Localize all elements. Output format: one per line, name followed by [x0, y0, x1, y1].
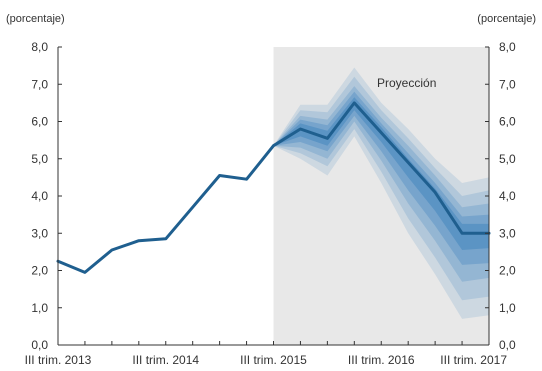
projection-label: Proyección	[377, 76, 436, 90]
y-tick-label-left: 8,0	[31, 40, 48, 54]
y-tick-label-left: 0,0	[31, 338, 48, 352]
fan-band-4	[273, 91, 489, 265]
projection-region	[273, 47, 489, 345]
x-tick-label: III trim. 2015	[240, 353, 307, 367]
axis-ticks	[57, 46, 490, 346]
y-tick-label-left: 5,0	[31, 152, 48, 166]
y-tick-label-left: 2,0	[31, 264, 48, 278]
y-tick-label-left: 7,0	[31, 77, 48, 91]
y-tick-label-right: 6,0	[499, 115, 516, 129]
y-tick-label-right: 3,0	[499, 226, 516, 240]
y-tick-label-left: 6,0	[31, 115, 48, 129]
x-tick-label: III trim. 2014	[132, 353, 199, 367]
y-tick-label-right: 5,0	[499, 152, 516, 166]
left-axis-unit: (porcentaje)	[6, 13, 65, 25]
y-tick-label-left: 3,0	[31, 226, 48, 240]
y-tick-label-left: 4,0	[31, 189, 48, 203]
y-tick-label-right: 8,0	[499, 40, 516, 54]
y-tick-label-right: 1,0	[499, 301, 516, 315]
x-tick-label: III trim. 2016	[348, 353, 415, 367]
y-tick-label-right: 2,0	[499, 264, 516, 278]
fan-bands	[273, 67, 489, 319]
fan-band-3	[273, 86, 489, 282]
fan-band-5	[273, 97, 489, 250]
x-tick-label: III trim. 2013	[25, 353, 92, 367]
y-tick-label-right: 4,0	[499, 189, 516, 203]
y-tick-label-right: 0,0	[499, 338, 516, 352]
fan-band-2	[273, 76, 489, 301]
right-axis-unit: (porcentaje)	[477, 13, 536, 25]
series-line	[56, 101, 491, 274]
tick-labels: 0,0 0,0 1,0 1,0 2,0 2,0 3,0 3,0 4,0 4,0 5,0 5,0 6,0 6…	[25, 40, 516, 367]
y-tick-label-left: 1,0	[31, 301, 48, 315]
fan-band-1	[273, 67, 489, 319]
y-tick-label-right: 7,0	[499, 77, 516, 91]
x-tick-label: III trim. 2017	[440, 353, 507, 367]
